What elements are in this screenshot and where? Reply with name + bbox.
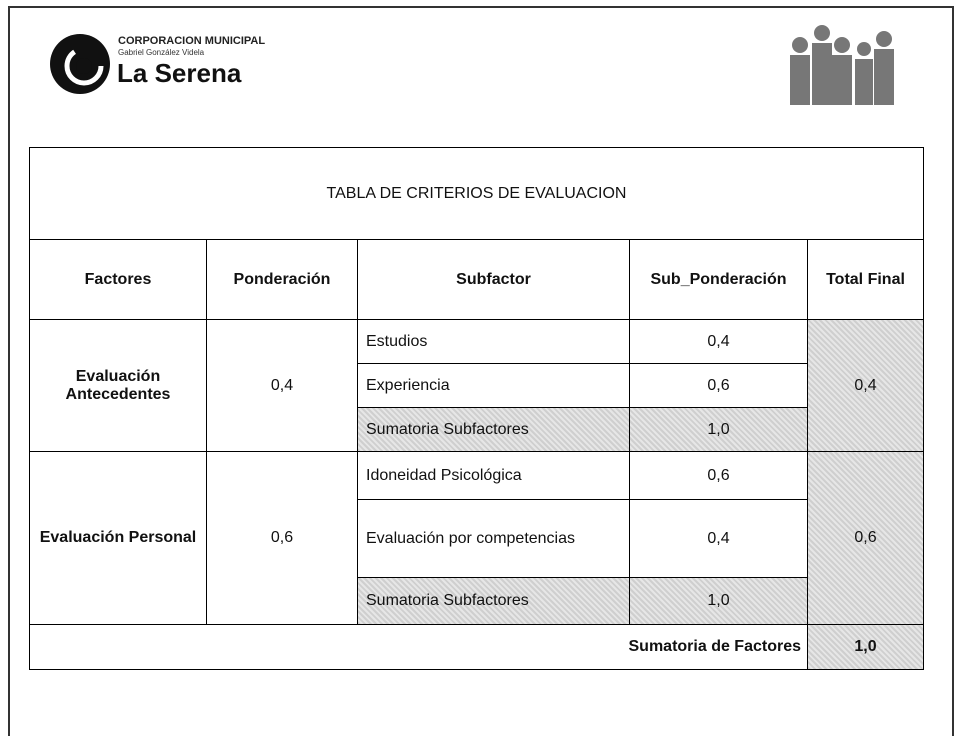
- factor: Evaluación Personal: [29, 451, 207, 625]
- subfactor-weight: 0,4: [629, 499, 808, 578]
- subfactor-sum: 1,0: [629, 407, 808, 452]
- subfactor-sum-label: Sumatoria Subfactores: [357, 407, 630, 452]
- column-header: Factores: [29, 239, 207, 320]
- factor: Evaluación Antecedentes: [29, 319, 207, 452]
- subfactor-sum-label: Sumatoria Subfactores: [357, 577, 630, 625]
- org-city: La Serena: [117, 58, 242, 88]
- factor-sum: 1,0: [807, 624, 924, 670]
- total-final: 0,6: [807, 451, 924, 625]
- subfactor-weight: 0,6: [629, 363, 808, 408]
- column-header: Total Final: [807, 239, 924, 320]
- subfactor: Idoneidad Psicológica: [357, 451, 630, 500]
- logo: CORPORACION MUNICIPAL Gabriel González V…: [50, 34, 265, 94]
- subfactor-weight: 0,4: [629, 319, 808, 364]
- factor-weight: 0,6: [206, 451, 358, 625]
- subfactor: Experiencia: [357, 363, 630, 408]
- page-frame: [8, 6, 954, 736]
- column-header: Ponderación: [206, 239, 358, 320]
- column-header: Sub_Ponderación: [629, 239, 808, 320]
- factor-sum-label: Sumatoria de Factores: [29, 624, 808, 670]
- subfactor-sum: 1,0: [629, 577, 808, 625]
- subfactor-weight: 0,6: [629, 451, 808, 500]
- subfactor: Evaluación por competencias: [357, 499, 630, 578]
- total-final: 0,4: [807, 319, 924, 452]
- table-title: TABLA DE CRITERIOS DE EVALUACION: [29, 147, 924, 240]
- org-subtitle: Gabriel González Videla: [118, 48, 205, 57]
- org-name: CORPORACION MUNICIPAL: [118, 35, 265, 47]
- people-icon: [790, 25, 894, 105]
- column-header: Subfactor: [357, 239, 630, 320]
- factor-weight: 0,4: [206, 319, 358, 452]
- subfactor: Estudios: [357, 319, 630, 364]
